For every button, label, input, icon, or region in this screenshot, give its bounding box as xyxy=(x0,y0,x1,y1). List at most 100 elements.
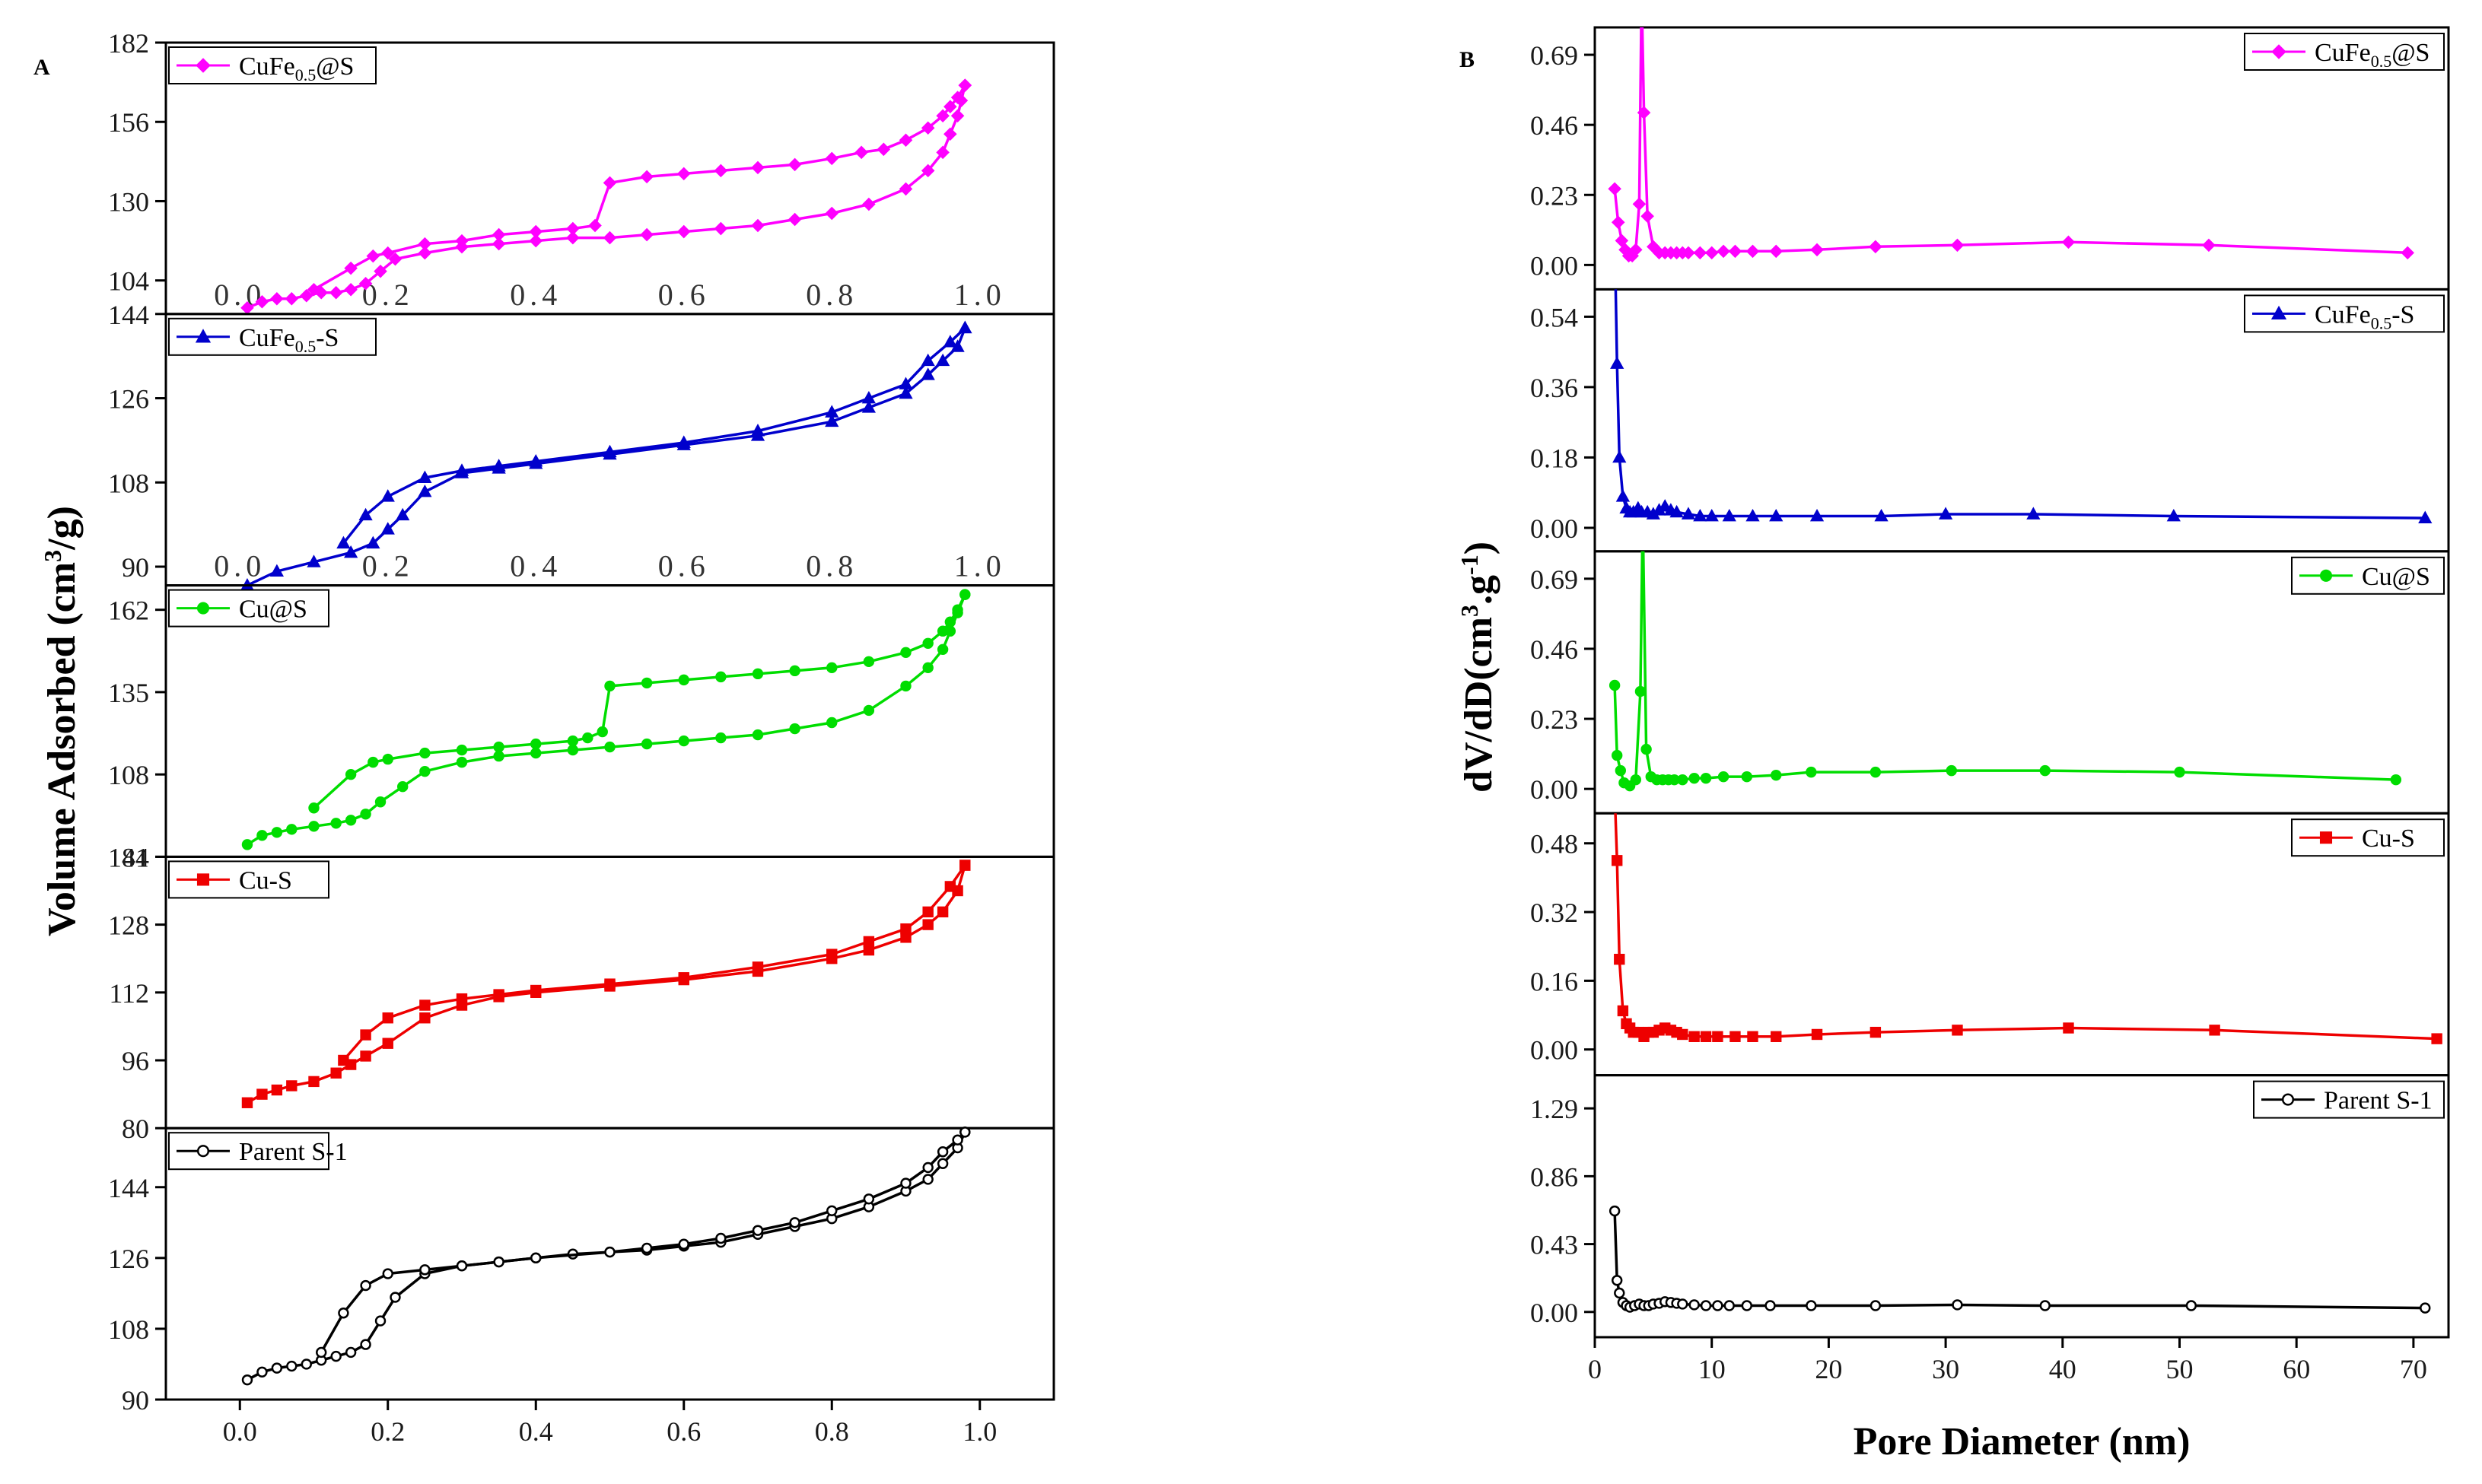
a-parent-s-1-desorption-point xyxy=(456,1260,468,1272)
b-cu-s-ytick-label: 0.32 xyxy=(1530,898,1578,928)
b-parent-s-1-point xyxy=(1723,1300,1735,1311)
b-cufe0-5-s-point xyxy=(1809,508,1825,522)
a-parent-s-1-desorption-point xyxy=(863,1193,875,1205)
a-y-axis-title-pre: Volume Adsorbed (cm xyxy=(40,562,84,936)
b-x-axis-title: Pore Diameter (nm) xyxy=(1854,1420,2191,1463)
a-cu-s-desorption-point xyxy=(900,647,912,658)
a-cufe0-5-s-adsorption-point xyxy=(862,197,876,211)
b-cufe0-5-s-point xyxy=(1608,182,1621,196)
b-y-axis-title-post: ) xyxy=(1457,542,1500,555)
b-cu-s-point xyxy=(1806,766,1817,778)
a-cu-s-adsorption-point xyxy=(922,919,934,930)
a-cufe0-5-s-inner-xtick-label: 0.8 xyxy=(806,278,858,312)
a-cufe0-5-s-adsorption-point xyxy=(300,288,313,303)
a-cufe0-5-s-adsorption-point xyxy=(825,206,839,221)
b-cu-s-point xyxy=(1700,1031,1712,1042)
a-cu-s-desorption-point xyxy=(826,949,838,960)
a-parent-s-1-legend-marker xyxy=(196,1145,210,1158)
a-parent-s-1-adsorption-point xyxy=(360,1339,371,1350)
a-cufe0-5-s-adsorption-point xyxy=(566,230,580,245)
a-cu-s-adsorption-point xyxy=(271,827,283,838)
a-cufe0-5-s-desorption-point xyxy=(950,91,965,104)
b-cufe0-5-s-ytick-label: 0.36 xyxy=(1530,373,1578,403)
a-cufe0-5-s-adsorption-point xyxy=(950,109,965,122)
a-cu-s-adsorption-point xyxy=(937,906,949,918)
a-cu-s-adsorption-point xyxy=(752,729,764,741)
a-cufe0-5-s-inner-xtick-label: 0.6 xyxy=(658,549,710,583)
a-parent-s-1-desorption-point xyxy=(678,1238,689,1250)
b-y-axis-title-sup1: 3 xyxy=(1456,605,1483,617)
b-cufe0-5-s-legend-marker xyxy=(2270,305,2287,320)
b-cufe0-5-s-ytick-label: 0.18 xyxy=(1530,443,1578,473)
b-cufe0-5-s-point xyxy=(1629,243,1643,257)
a-cu-s-adsorption-point xyxy=(900,680,912,692)
a-cufe0-5-s-adsorption-point xyxy=(529,234,543,248)
b-cu-s-ytick-label: 0.23 xyxy=(1530,704,1578,735)
a-cufe0-5-s-adsorption-point xyxy=(899,182,913,196)
b-xtick-label: 0 xyxy=(1588,1354,1602,1384)
b-cu-s-legend-marker xyxy=(2319,831,2333,844)
a-cu-s-desorption-point xyxy=(456,744,468,756)
a-cu-s-desorption-line xyxy=(313,593,966,809)
b-cufe0-5-s-point xyxy=(1610,356,1624,369)
b-cufe0-5-s-point xyxy=(1681,507,1696,520)
a-parent-s-1-adsorption-point xyxy=(374,1315,387,1327)
a-cufe0-5-s-desorption-point xyxy=(529,454,543,467)
b-cufe0-5-s-point xyxy=(1682,246,1695,260)
b-cufe0-5-s-point xyxy=(1637,106,1651,119)
a-cu-s-desorption-point xyxy=(360,1029,371,1041)
a-cu-s-ytick-label: 128 xyxy=(108,910,149,941)
a-cufe0-5-s-desorption-point xyxy=(418,237,432,251)
a-cufe0-5-s-ytick-label: 90 xyxy=(122,552,149,583)
b-cu-s-point xyxy=(1869,766,1882,778)
a-cufe0-5-s-adsorption-point xyxy=(676,224,691,239)
a-cufe0-5-s-desorption-point xyxy=(492,459,506,472)
b-parent-s-1-plot-area xyxy=(1609,1205,2431,1314)
a-cufe0-5-s-desorption-point xyxy=(958,78,972,92)
a-cufe0-5-s-desorption-line xyxy=(342,327,966,545)
b-cu-s-legend-box xyxy=(2291,818,2445,857)
a-cufe0-5-s-desorption-line xyxy=(313,84,966,291)
a-cu-s-adsorption-point xyxy=(937,643,949,655)
b-cu-s-point xyxy=(1614,953,1625,965)
a-cu-s-adsorption-point xyxy=(374,796,387,808)
b-cufe0-5-s-point xyxy=(1615,489,1631,502)
a-cufe0-5-s-legend-tail: @S xyxy=(316,52,354,81)
a-cu-s-adsorption-point xyxy=(345,815,357,826)
a-cufe0-5-s-adsorption-point xyxy=(921,367,935,380)
b-cu-s-point xyxy=(1612,749,1623,761)
a-cu-s-adsorption-point xyxy=(360,809,371,820)
b-cufe0-5-s-point xyxy=(2061,235,2076,249)
b-cufe0-5-s-legend-sub: 0.5 xyxy=(2371,52,2392,71)
b-cufe0-5-s-point xyxy=(1869,240,1882,254)
a-parent-s-1-desorption-point xyxy=(360,1279,371,1292)
a-cufe0-5-s-inner-xtick-label: 0.4 xyxy=(510,549,562,583)
a-cufe0-5-s-inner-xtick-label: 1.0 xyxy=(954,278,1006,312)
a-cufe0-5-s-desorption-point xyxy=(380,246,395,260)
a-cu-s-ytick-label: 80 xyxy=(122,1114,149,1144)
a-cufe0-5-s-adsorption-point xyxy=(603,230,617,245)
b-parent-s-1-frame xyxy=(1593,1074,2450,1339)
a-cufe0-5-s-desorption-point xyxy=(603,444,617,458)
a-parent-s-1-desorption-point xyxy=(382,1268,393,1279)
b-parent-s-1-point xyxy=(2185,1300,2197,1311)
a-parent-s-1-adsorption-point xyxy=(330,1350,342,1362)
a-cufe0-5-s-desorption-point xyxy=(788,157,802,172)
b-cu-s-legend-label: Cu-S xyxy=(2362,825,2415,853)
a-cu-s-adsorption-point xyxy=(567,744,579,756)
b-cufe0-5-s-ytick-label: 0.23 xyxy=(1530,180,1578,211)
b-cufe0-5-s-series-line xyxy=(1614,289,2426,520)
b-parent-s-1-ytick-label: 0.00 xyxy=(1530,1298,1578,1328)
b-cufe0-5-s-point xyxy=(1950,238,1965,253)
a-cufe0-5-s-ytick-label: 104 xyxy=(108,266,149,297)
b-parent-s-1-point xyxy=(1688,1299,1700,1311)
a-cu-s-adsorption-point xyxy=(715,732,727,744)
b-cufe0-5-s-point xyxy=(1632,197,1647,211)
a-cu-s-desorption-point xyxy=(530,984,542,996)
a-cu-s-adsorption-point xyxy=(863,704,875,717)
b-cu-s-legend-main: Cu@S xyxy=(2362,563,2430,591)
a-cufe0-5-s-adsorption-point xyxy=(418,246,432,260)
a-cufe0-5-s-desorption-point xyxy=(899,133,913,148)
b-cu-s-point xyxy=(1747,1031,1758,1042)
